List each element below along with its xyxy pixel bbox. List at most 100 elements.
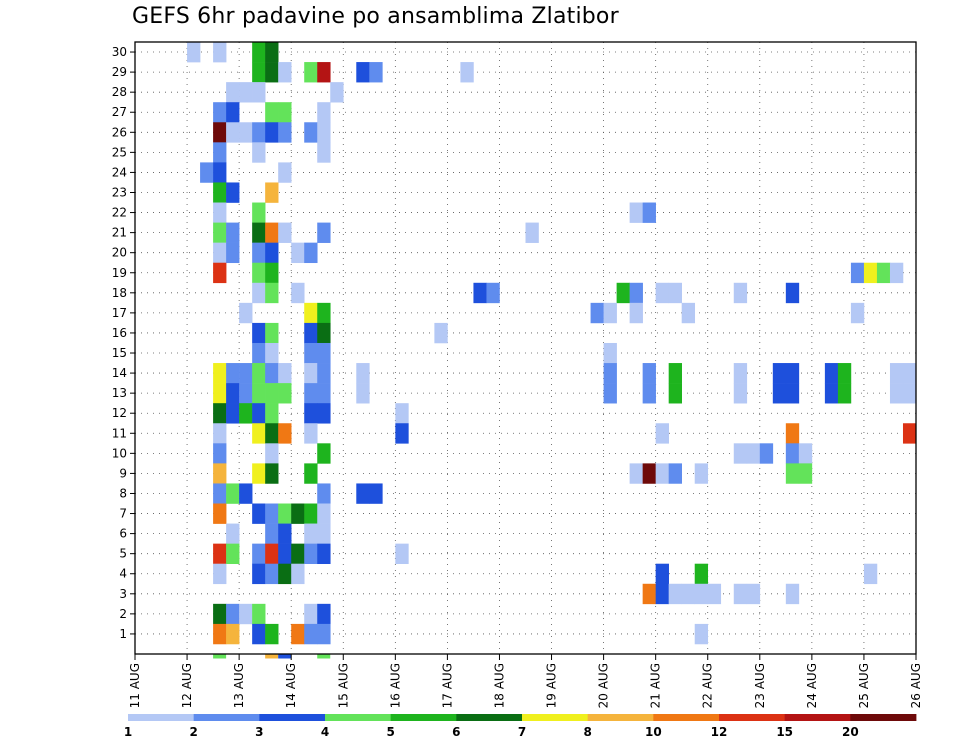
heatmap-cell [668,383,682,404]
heatmap-cell [317,122,331,143]
heatmap-cell [330,82,344,103]
heatmap-cell [655,423,669,444]
y-tick-label: 20 [112,246,127,260]
heatmap-cell [252,423,266,444]
heatmap-cell [252,142,266,163]
heatmap-cell [265,242,279,264]
heatmap-cell [213,182,227,203]
heatmap-cell [265,222,279,243]
y-tick-label: 10 [112,446,127,460]
heatmap-cell [252,342,266,364]
heatmap-cell [213,443,227,464]
heatmap-cell [902,423,917,444]
heatmap-cell [213,383,227,404]
heatmap-cell [278,563,292,585]
colorbar-label: 3 [255,725,263,739]
y-tick-label: 11 [112,426,127,440]
heatmap-cell [265,42,279,63]
chart-title: GEFS 6hr padavine po ansamblima Zlatibor [132,4,619,29]
heatmap-cell [317,543,331,565]
heatmap-cell [434,322,448,344]
heatmap-cell [239,363,253,384]
colorbar-label: 15 [776,725,793,739]
y-tick-label: 18 [112,286,127,300]
x-tick-label: 20 AUG [597,663,611,708]
heatmap-cell [798,463,813,484]
x-tick-label: 15 AUG [336,663,350,708]
heatmap-cell [304,603,318,625]
heatmap-cell [395,423,409,444]
x-tick-label: 23 AUG [753,663,767,708]
heatmap-cell [213,202,227,223]
heatmap-cell [317,403,331,424]
heatmap-cell [655,563,669,585]
heatmap-cell [265,102,279,123]
heatmap-cell [213,423,227,444]
heatmap-cell [733,383,748,404]
heatmap-cell [317,342,331,364]
heatmap-cell [785,383,800,404]
heatmap-cell [356,483,370,504]
heatmap-cell [239,603,253,625]
heatmap-cell [213,503,227,524]
heatmap-cell [629,463,643,484]
heatmap-cell [226,82,240,103]
heatmap-cell [369,483,383,504]
heatmap-cell [317,523,331,544]
heatmap-cell [395,543,409,565]
heatmap-cell [304,523,318,544]
x-tick-label: 26 AUG [909,663,923,708]
heatmap-cell [213,242,227,264]
heatmap-cell [824,383,839,404]
heatmap-cell [265,523,279,544]
y-tick-label: 26 [112,125,127,139]
y-tick-label: 4 [119,567,127,581]
heatmap-cell [226,182,240,203]
heatmap-cell [317,222,331,243]
y-tick-label: 9 [119,466,127,480]
heatmap-cell [317,503,331,524]
heatmap-cell [629,302,643,324]
heatmap-cell [278,102,292,123]
heatmap-cell [239,483,253,504]
heatmap-cell [629,282,643,304]
heatmap-cell [213,603,227,625]
heatmap-cell [902,383,917,404]
heatmap-cell [304,242,318,264]
y-tick-label: 25 [112,145,127,159]
heatmap-cell [213,483,227,504]
heatmap-cell [655,282,669,304]
heatmap-cell [304,62,318,83]
heatmap-cell [239,122,253,143]
heatmap-cell [252,282,266,304]
heatmap-cell [395,403,409,424]
y-tick-label: 3 [119,587,127,601]
heatmap-cell [356,363,370,384]
heatmap-cell [681,583,696,605]
colorbar-segment [653,714,720,721]
heatmap-cell [694,463,709,484]
heatmap-cell [824,363,839,384]
heatmap-cell [252,543,266,565]
heatmap-cell [863,563,878,585]
heatmap-cell [213,102,227,123]
heatmap-cell [317,653,331,659]
colorbar-label: 4 [321,725,329,739]
heatmap-cell [226,403,240,424]
heatmap-cell [265,653,279,659]
plot-frame [134,41,917,655]
y-tick-label: 14 [112,366,127,380]
colorbar-label: 7 [518,725,526,739]
heatmap-cell [252,623,266,645]
heatmap-cell [668,583,682,605]
x-tick-label: 22 AUG [701,663,715,708]
heatmap-cell [642,202,656,223]
heatmap-cell [239,403,253,424]
heatmap-cell [252,322,266,344]
x-tick-label: 21 AUG [649,663,663,708]
heatmap-cell [278,383,292,404]
heatmap-cell [252,363,266,384]
heatmap-cell [265,403,279,424]
heatmap-cell [278,503,292,524]
